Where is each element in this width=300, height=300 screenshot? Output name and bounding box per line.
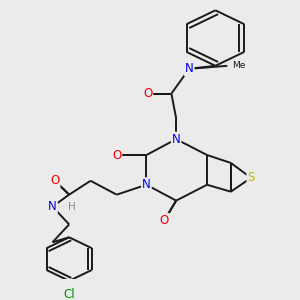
Text: N: N bbox=[48, 200, 57, 213]
Text: S: S bbox=[248, 171, 255, 184]
Text: N: N bbox=[172, 133, 181, 146]
Text: H: H bbox=[68, 202, 75, 212]
Text: Me: Me bbox=[232, 61, 245, 70]
Text: O: O bbox=[143, 87, 152, 100]
Text: N: N bbox=[142, 178, 151, 191]
Text: O: O bbox=[112, 148, 121, 161]
Text: O: O bbox=[50, 174, 59, 187]
Text: Cl: Cl bbox=[63, 288, 75, 300]
Text: N: N bbox=[185, 62, 194, 75]
Text: O: O bbox=[160, 214, 169, 227]
